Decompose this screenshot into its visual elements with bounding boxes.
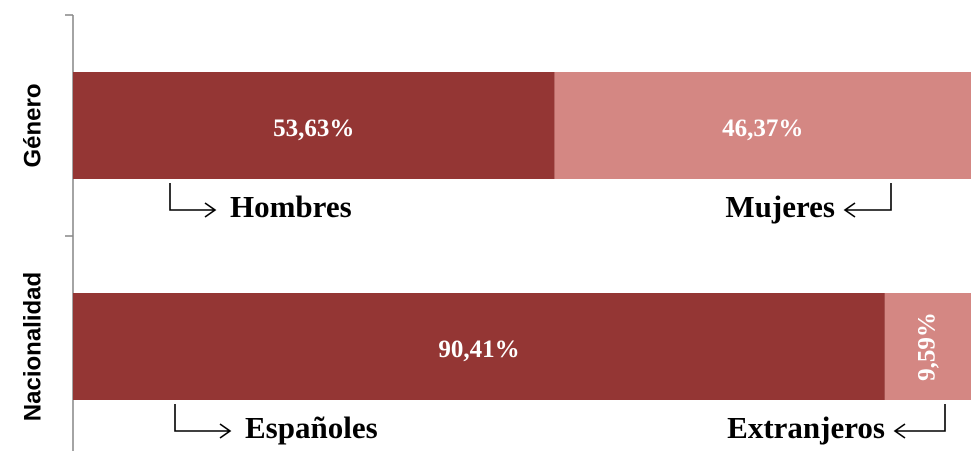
value-label: 46,37% <box>722 115 803 142</box>
bar-segment <box>73 72 555 179</box>
segment-annotation: Hombres <box>230 189 352 224</box>
bar-segment <box>73 293 885 400</box>
bar-segment <box>554 72 971 179</box>
bar-segment <box>884 293 971 400</box>
arrow <box>174 404 232 439</box>
value-label: 9,59% <box>914 312 941 381</box>
value-label: 53,63% <box>273 115 354 142</box>
arrow <box>893 404 946 439</box>
value-label: 90,41% <box>438 336 519 363</box>
segment-annotation: Extranjeros <box>727 410 885 445</box>
segment-annotation: Mujeres <box>725 189 835 224</box>
category-label: Género <box>19 83 46 167</box>
arrow <box>169 183 217 218</box>
arrow <box>843 183 892 218</box>
category-label: Nacionalidad <box>19 272 46 421</box>
segment-annotation: Españoles <box>245 410 378 445</box>
